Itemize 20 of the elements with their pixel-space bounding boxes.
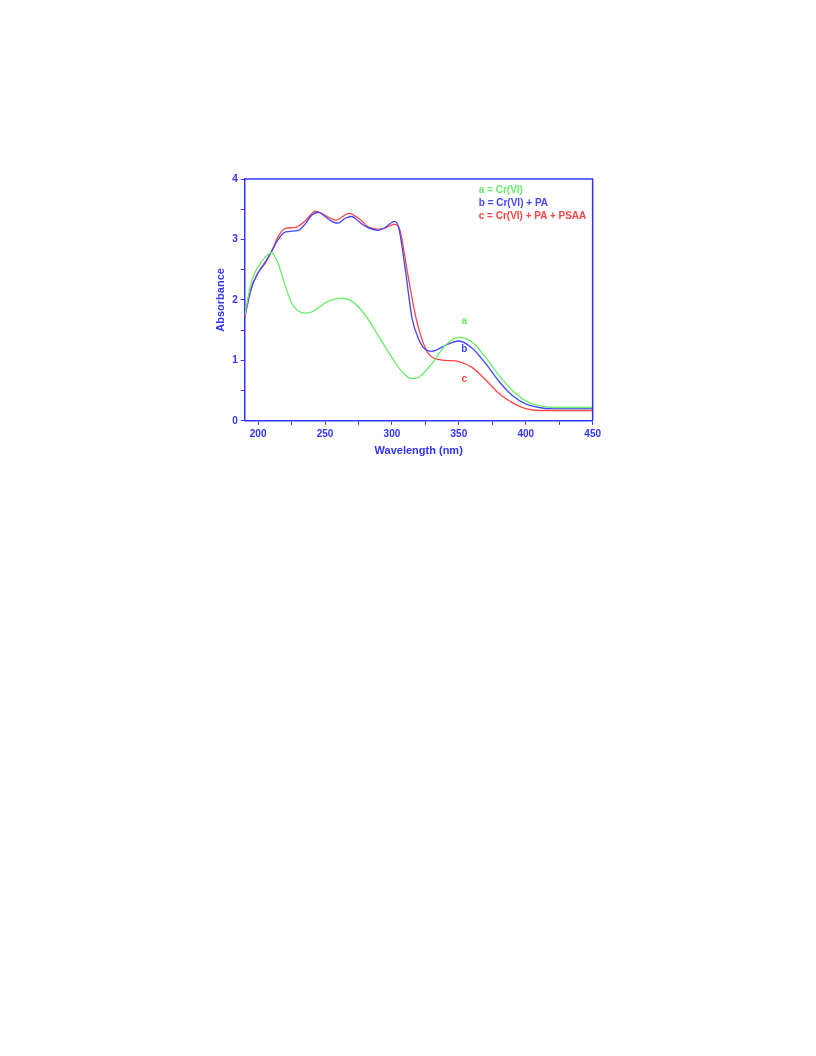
x-tick-label: 200 — [249, 427, 267, 439]
x-tick-label: 250 — [316, 427, 334, 439]
x-tick-label: 300 — [383, 427, 401, 439]
x-axis-title: Wavelength (nm) — [374, 444, 464, 457]
y-tick-label: 1 — [232, 354, 239, 366]
text: c = Cr(VI) + PA + PSAA — [478, 209, 587, 221]
annotation: a — [461, 315, 468, 327]
y-tick-label: 4 — [232, 172, 239, 184]
y-axis-title: Absorbance — [213, 268, 226, 332]
x-tick-label: 400 — [517, 427, 535, 439]
y-tick-label: 2 — [232, 293, 239, 305]
y-tick-label: 3 — [232, 233, 239, 245]
y-tick-label: 0 — [232, 414, 239, 426]
line-series — [244, 252, 593, 409]
x-tick-label: 350 — [450, 427, 468, 439]
annotation: c — [461, 373, 468, 385]
annotation: b — [461, 342, 468, 354]
text: a = Cr(VI) — [478, 183, 523, 195]
text: b = Cr(VI) + PA — [478, 196, 549, 208]
x-tick-label: 450 — [584, 427, 602, 439]
